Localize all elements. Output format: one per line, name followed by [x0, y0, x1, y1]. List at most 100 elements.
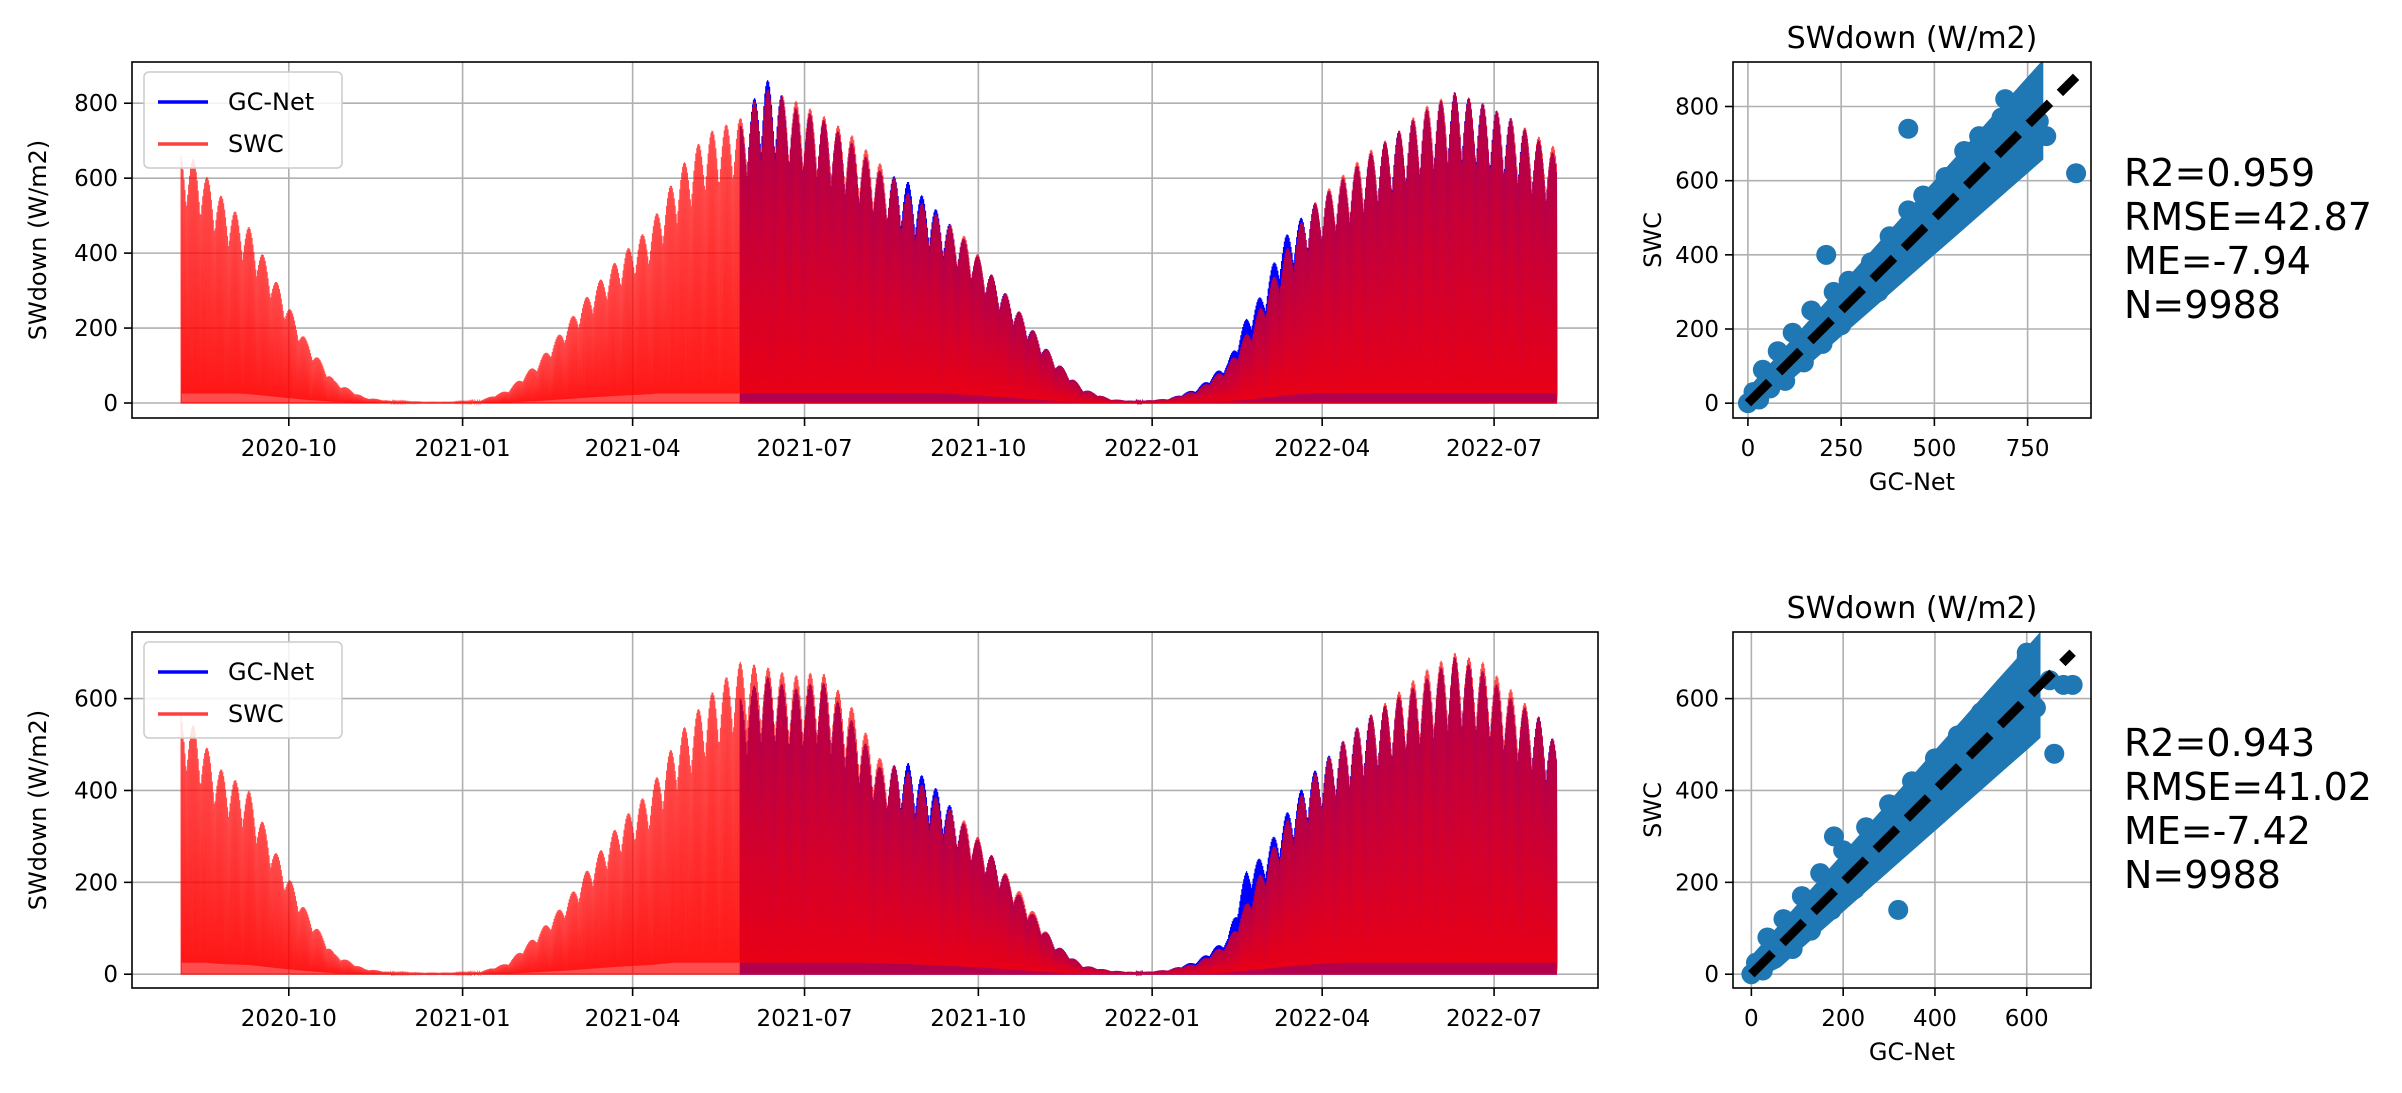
y-tick-label: 200 — [1675, 317, 1719, 343]
timeseries-panel-0: 0 200 400 600 800 2020-10 2021-01 2021-04 2021-0… — [24, 61, 1599, 462]
scatter-point — [1991, 107, 2012, 128]
plot-area — [1741, 632, 2083, 985]
scatter-point — [1934, 748, 1955, 769]
x-tick-label: 750 — [2006, 436, 2050, 462]
y-tick-label: 600 — [74, 687, 118, 713]
x-tick-label: 2020-10 — [241, 1006, 337, 1032]
chart-title: SWdown (W/m2) — [1787, 21, 2038, 56]
stats-line: ME=-7.94 — [2124, 239, 2311, 283]
scatter-point — [1898, 200, 1919, 221]
axes-frame — [1732, 61, 2092, 419]
scatter-point — [1838, 270, 1859, 291]
scatter-point — [1791, 886, 1812, 907]
scatter-point — [1993, 679, 2014, 700]
legend-label: GC-Net — [228, 658, 314, 686]
scatter-point — [2002, 720, 2023, 741]
plot-area — [1737, 62, 2087, 414]
scatter-point — [1752, 359, 1773, 380]
y-axis-label: SWdown (W/m2) — [24, 140, 52, 341]
scatter-point — [1823, 281, 1844, 302]
scatter-point — [1913, 185, 1934, 206]
scatter-point — [1947, 725, 1968, 746]
x-tick-label: 2022-04 — [1274, 436, 1370, 462]
one-to-one-line — [1744, 73, 2080, 407]
scatter-point — [1767, 341, 1788, 362]
y-tick-label: 200 — [1675, 870, 1719, 896]
stats-line: RMSE=42.87 — [2124, 195, 2372, 239]
scatter-point — [1879, 794, 1900, 815]
y-tick-label: 0 — [1704, 391, 1719, 417]
scatter-point — [1911, 812, 1932, 833]
stats-line: R2=0.959 — [2124, 151, 2315, 195]
y-axis-label: SWC — [1639, 212, 1667, 268]
axes-frame — [131, 631, 1599, 989]
y-tick-label: 200 — [74, 870, 118, 896]
axes-frame — [1732, 631, 2092, 989]
scatter-point — [1924, 222, 1945, 243]
scatter-point — [1995, 89, 2016, 110]
scatter-point — [2010, 100, 2031, 121]
chart-title: SWdown (W/m2) — [1787, 591, 2038, 626]
scatter-point — [1816, 244, 1837, 265]
x-tick-label: 600 — [2005, 1006, 2049, 1032]
x-tick-label: 250 — [1819, 436, 1863, 462]
scatter-point — [1831, 315, 1852, 336]
legend-label: SWC — [228, 130, 284, 158]
scatter-point — [1888, 835, 1909, 856]
scatter-point — [1957, 766, 1978, 787]
y-tick-label: 600 — [74, 166, 118, 192]
scatter-point — [1902, 771, 1922, 792]
plot-area — [180, 80, 1558, 406]
plot-area — [180, 653, 1558, 977]
scatter-point — [1935, 166, 1956, 187]
y-tick-label: 400 — [1675, 243, 1719, 269]
scatter-point — [1980, 706, 2001, 727]
one-to-one-line — [1748, 649, 2076, 978]
scatter-panel-3: 0 200 400 600 0 200 400 600 SWdown (W/m2) GC-Net S… — [1639, 591, 2092, 1066]
scatter-point — [1865, 858, 1886, 879]
y-tick-label: 200 — [74, 316, 118, 342]
y-tick-label: 0 — [103, 391, 118, 417]
series-swc — [180, 653, 1558, 977]
x-tick-label: 0 — [1741, 436, 1756, 462]
scatter-point — [1898, 118, 1919, 139]
x-tick-label: 400 — [1913, 1006, 1957, 1032]
x-tick-label: 2020-10 — [241, 436, 337, 462]
y-tick-label: 400 — [74, 241, 118, 267]
x-tick-label: 2021-04 — [585, 436, 681, 462]
legend-label: GC-Net — [228, 88, 314, 116]
x-axis-label: GC-Net — [1869, 468, 1955, 496]
scatter-point — [1856, 817, 1877, 838]
scatter-point — [2062, 674, 2083, 695]
stats-line: R2=0.943 — [2124, 721, 2315, 765]
x-tick-label: 2022-01 — [1104, 1006, 1200, 1032]
x-tick-label: 2021-10 — [930, 1006, 1026, 1032]
y-axis-label: SWC — [1639, 782, 1667, 838]
scatter-point — [1860, 252, 1881, 273]
axes-frame — [131, 61, 1599, 419]
scatter-point — [1879, 226, 1900, 247]
scatter-point — [1946, 204, 1967, 225]
scatter-panel-1: 0 200 400 600 800 0 250 500 750 SWdown (W/m2) GC-N… — [1639, 21, 2092, 496]
legend: GC-Net SWC — [143, 641, 343, 739]
x-tick-label: 2022-07 — [1446, 436, 1542, 462]
scatter-point — [1773, 909, 1794, 930]
scatter-point — [1998, 152, 2019, 173]
stats-line: ME=-7.42 — [2124, 809, 2311, 853]
scatter-point — [2017, 133, 2038, 154]
x-tick-label: 2022-04 — [1274, 1006, 1370, 1032]
scatter-point — [2016, 642, 2037, 663]
scatter-point — [1961, 185, 1982, 206]
scatter-point — [1954, 141, 1975, 161]
y-tick-label: 0 — [103, 962, 118, 988]
x-tick-label: 2022-07 — [1446, 1006, 1542, 1032]
scatter-point — [1775, 370, 1796, 391]
scatter-point — [2066, 163, 2087, 184]
y-tick-label: 400 — [74, 778, 118, 804]
scatter-point — [1782, 322, 1803, 343]
x-tick-label: 2021-07 — [756, 1006, 852, 1032]
scatter-point — [1888, 899, 1909, 920]
